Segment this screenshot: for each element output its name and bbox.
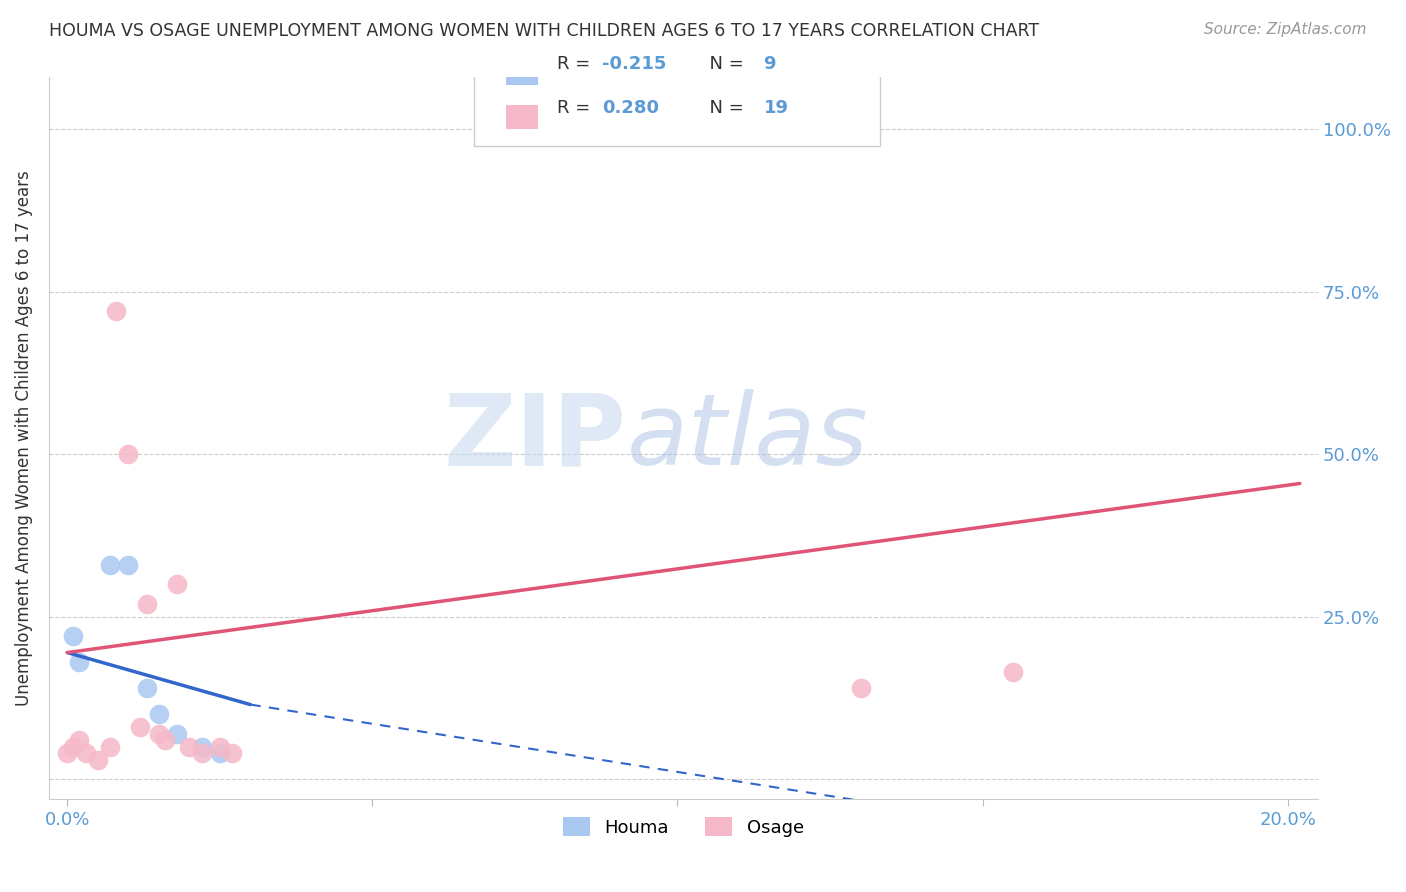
Point	[166, 577, 188, 591]
Point	[208, 739, 231, 754]
Text: ZIP: ZIP	[443, 390, 627, 486]
Text: N =: N =	[697, 99, 749, 117]
Point	[105, 304, 128, 318]
Text: 0.280: 0.280	[602, 99, 659, 117]
Point	[62, 629, 84, 643]
FancyBboxPatch shape	[506, 62, 537, 85]
Point	[221, 747, 243, 761]
Point	[98, 739, 121, 754]
Point	[148, 707, 170, 722]
Text: R =: R =	[557, 99, 596, 117]
Y-axis label: Unemployment Among Women with Children Ages 6 to 17 years: Unemployment Among Women with Children A…	[15, 170, 32, 706]
Point	[208, 747, 231, 761]
FancyBboxPatch shape	[474, 48, 880, 145]
Point	[849, 681, 872, 696]
Point	[135, 681, 157, 696]
Point	[148, 727, 170, 741]
Text: atlas: atlas	[627, 390, 868, 486]
Point	[75, 747, 97, 761]
Point	[117, 447, 139, 461]
Point	[1002, 665, 1025, 679]
Text: Source: ZipAtlas.com: Source: ZipAtlas.com	[1204, 22, 1367, 37]
Point	[135, 597, 157, 611]
FancyBboxPatch shape	[506, 105, 537, 128]
Point	[69, 655, 91, 669]
Point	[62, 739, 84, 754]
Legend: Houma, Osage: Houma, Osage	[555, 810, 811, 844]
Text: 9: 9	[763, 55, 776, 73]
Text: -0.215: -0.215	[602, 55, 666, 73]
Point	[179, 739, 201, 754]
Point	[153, 733, 176, 747]
Point	[190, 747, 212, 761]
Point	[117, 558, 139, 572]
Point	[166, 727, 188, 741]
Point	[98, 558, 121, 572]
Text: R =: R =	[557, 55, 596, 73]
Text: 19: 19	[763, 99, 789, 117]
Point	[69, 733, 91, 747]
Text: HOUMA VS OSAGE UNEMPLOYMENT AMONG WOMEN WITH CHILDREN AGES 6 TO 17 YEARS CORRELA: HOUMA VS OSAGE UNEMPLOYMENT AMONG WOMEN …	[49, 22, 1039, 40]
Point	[56, 747, 79, 761]
Point	[87, 753, 110, 767]
Point	[190, 739, 212, 754]
Point	[129, 720, 152, 734]
Text: N =: N =	[697, 55, 749, 73]
